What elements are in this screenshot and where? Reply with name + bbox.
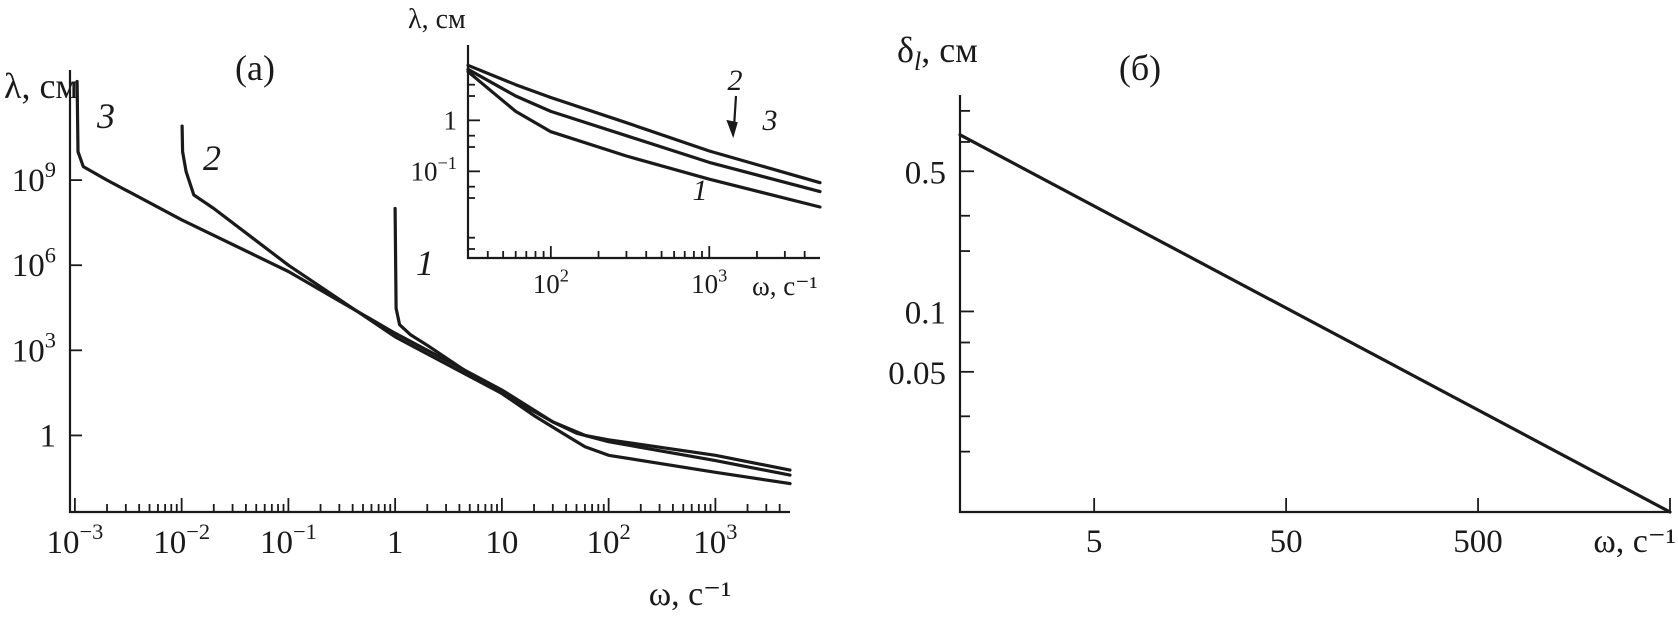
y-tick-label: 106 <box>12 242 56 284</box>
panel-b: 5 50 500 0.5 0.1 0.05 δl, см (б) ω, с⁻¹ <box>888 30 1676 560</box>
series-label-3: 3 <box>96 96 115 136</box>
x-tick-label: 50 <box>1270 524 1303 560</box>
inset-series-line-1 <box>466 70 822 209</box>
x-tick-label: 1 <box>387 525 404 561</box>
y-tick-label: 0.5 <box>905 155 946 191</box>
inset-y-tick-label: 1 <box>444 105 458 135</box>
inset-series-line-2 <box>466 67 822 194</box>
panel-b-axes <box>958 95 1670 514</box>
inset-arrow-head <box>726 119 738 139</box>
series-label-2: 2 <box>203 138 221 178</box>
inset-x-tick-label: 102 <box>533 266 569 299</box>
x-tick-label: 5 <box>1086 524 1103 560</box>
inset-x-tick-label: 103 <box>691 266 727 299</box>
series-line-1 <box>958 133 1672 514</box>
y-tick-label: 0.05 <box>888 356 946 392</box>
y-tick-label: 0.1 <box>905 295 946 331</box>
y-tick-label: 109 <box>12 157 56 199</box>
inset-series-label-1: 1 <box>693 174 708 207</box>
x-tick-label: 10−1 <box>260 519 317 561</box>
panel-label-b: (б) <box>1119 48 1161 88</box>
panel-a: 10−3 10−2 10−1 1 10 102 103 1 103 106 109 λ, см (а) ω… <box>4 48 792 613</box>
series-label-1: 1 <box>416 243 434 283</box>
inset-series-label-3: 3 <box>762 104 778 137</box>
inset-series-line-3 <box>466 63 822 185</box>
inset-series-label-2: 2 <box>728 64 743 97</box>
x-tick-label: 500 <box>1453 524 1503 560</box>
series-line-1 <box>393 206 792 486</box>
series-line-2 <box>180 124 792 477</box>
inset-x-axis-label: ω, с⁻¹ <box>752 271 818 301</box>
x-axis-label: ω, с⁻¹ <box>649 576 732 613</box>
inset-axes <box>466 45 820 260</box>
panel-label-a: (а) <box>235 48 275 88</box>
x-axis-label: ω, с⁻¹ <box>1593 523 1676 560</box>
y-tick-label: 1 <box>40 418 57 454</box>
x-tick-label: 103 <box>693 519 737 561</box>
series-line-3 <box>75 79 792 472</box>
y-tick-label: 103 <box>12 327 56 369</box>
x-tick-label: 10−3 <box>46 519 103 561</box>
inset-y-axis-label: λ, см <box>408 4 466 35</box>
inset-arrow-line <box>733 95 738 125</box>
x-tick-label: 10−2 <box>153 519 210 561</box>
panel-a-axes <box>68 70 790 514</box>
inset: 102 103 1 10−1 λ, см ω, с⁻¹ 1 23 <box>408 4 822 301</box>
y-axis-label: δl, см <box>897 30 978 76</box>
x-tick-label: 102 <box>587 519 631 561</box>
inset-y-tick-label: 10−1 <box>410 153 457 186</box>
y-axis-label: λ, см <box>4 66 78 106</box>
x-tick-label: 10 <box>485 525 518 561</box>
